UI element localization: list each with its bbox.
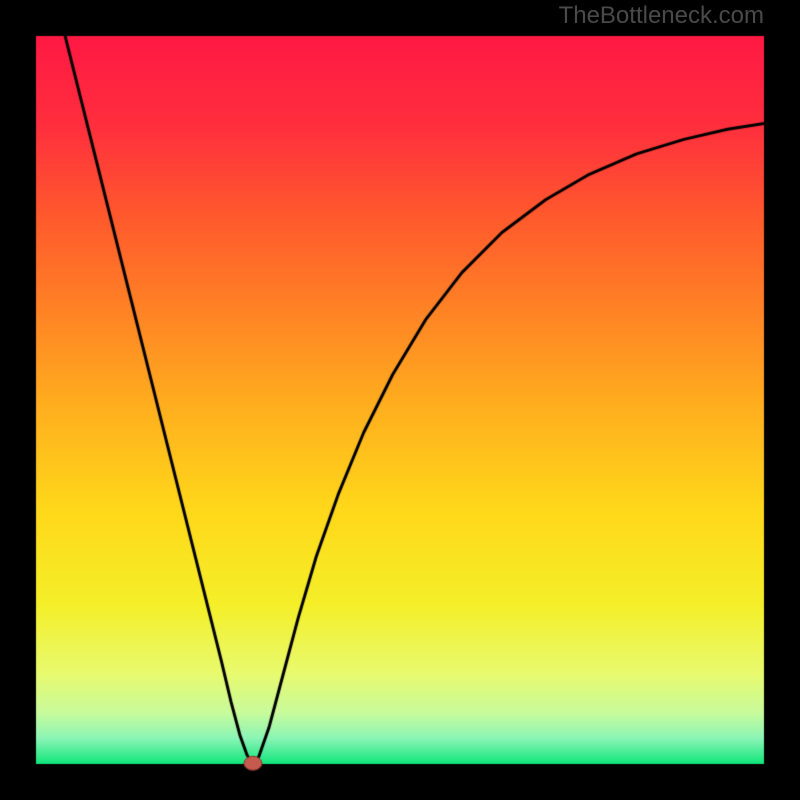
watermark-label: TheBottleneck.com bbox=[559, 2, 764, 30]
bottleneck-chart: TheBottleneck.com bbox=[0, 0, 800, 800]
chart-canvas bbox=[0, 0, 800, 800]
